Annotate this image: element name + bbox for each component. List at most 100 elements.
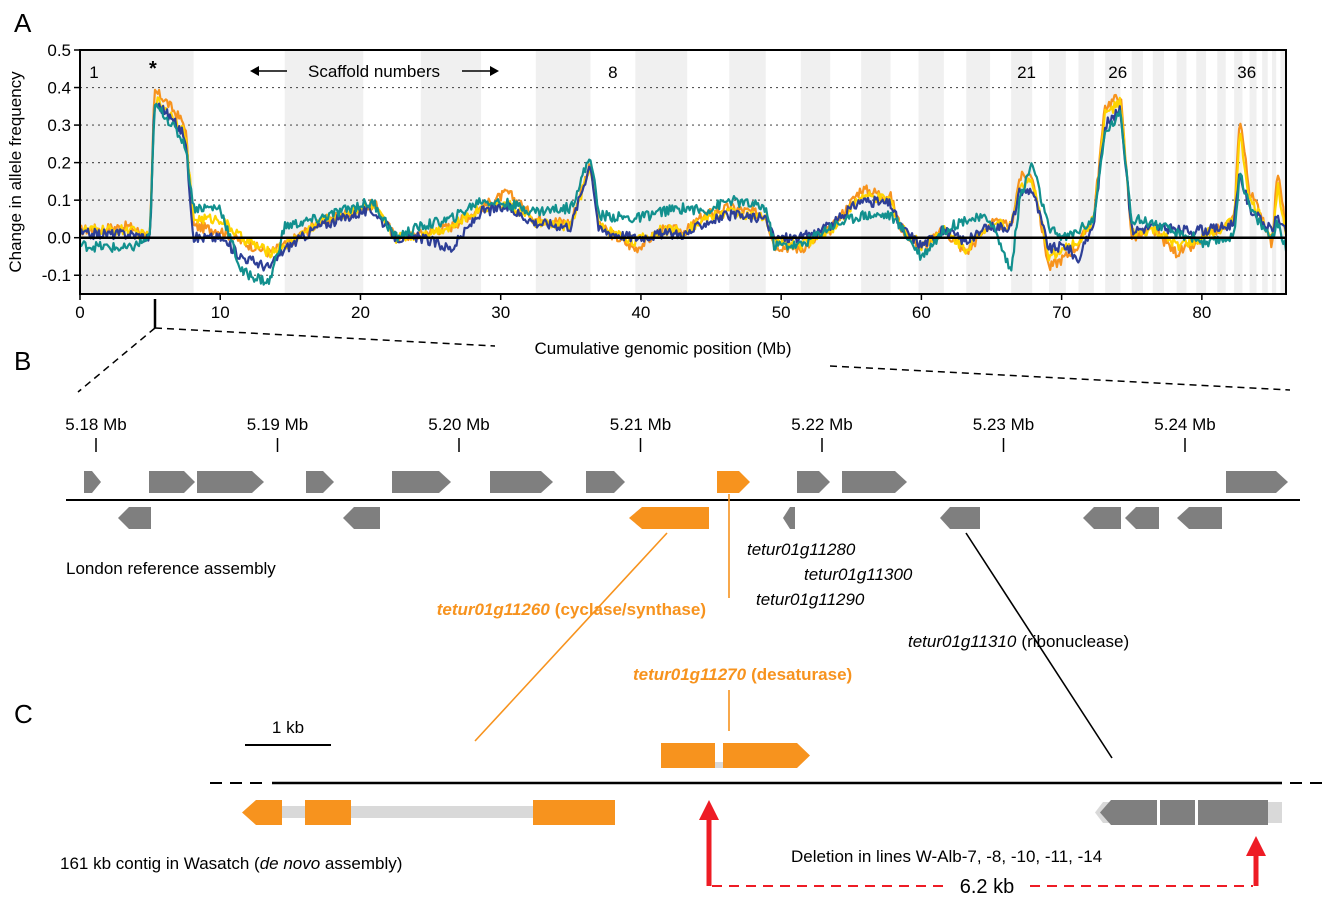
gene-arrow [797, 471, 830, 493]
y-tick-label: -0.1 [42, 266, 71, 285]
scaffold-band [1271, 50, 1277, 294]
gene-arrow [118, 507, 151, 529]
y-tick-label: 0.5 [47, 41, 71, 60]
x-tick-label: 40 [631, 303, 650, 322]
deletion-size-label: 6.2 kb [960, 876, 1014, 898]
scaffold-numbers-note: Scaffold numbers [250, 62, 499, 81]
scaffold-band [1105, 50, 1121, 294]
b-tick-label: 5.22 Mb [791, 415, 852, 434]
y-tick-label: 0.0 [47, 229, 71, 248]
gene-arrow [1177, 507, 1222, 529]
zoom-line-left [77, 327, 156, 393]
intron [714, 762, 724, 768]
scaffold-band [635, 50, 688, 294]
x-tick-label: 30 [491, 303, 510, 322]
gene-label-g11300: tetur01g11300 [804, 565, 913, 584]
exon-arrow [1100, 800, 1157, 825]
scaffold-band [284, 50, 364, 294]
x-axis-title: Cumulative genomic position (Mb) [535, 339, 792, 358]
gene-name-desaturase: tetur01g11270 [633, 665, 747, 684]
b-tick-label: 5.24 Mb [1154, 415, 1215, 434]
y-tick-label: 0.2 [47, 154, 71, 173]
reverse-genes [118, 507, 1222, 529]
scaffold-band [1196, 50, 1207, 294]
gene-label-desaturase: tetur01g11270 (desaturase) [633, 665, 852, 684]
scaffold-bands [80, 50, 1286, 294]
contig-label-part: assembly) [320, 854, 402, 873]
x-tick-label: 50 [772, 303, 791, 322]
gene-name-cyclase: tetur01g11260 [437, 600, 551, 619]
gene-arrow [940, 507, 980, 529]
gene-name-ribonuclease: tetur01g11310 [908, 632, 1017, 651]
series-line-teal [79, 102, 1288, 286]
gene-arrow-desaturase [717, 471, 750, 493]
gene-arrow [343, 507, 380, 529]
gene-label-ribonuclease: tetur01g11310 (ribonuclease) [908, 632, 1129, 651]
gene-arrow-cyclase [629, 507, 709, 529]
y-tick-label: 0.4 [47, 79, 71, 98]
scaffold-label: * [149, 58, 157, 80]
scale-bar-label: 1 kb [272, 718, 304, 737]
reference-assembly-label: London reference assembly [66, 559, 276, 578]
gene-label-g11290: tetur01g11290 [756, 590, 865, 609]
x-tick-label: 0 [75, 303, 84, 322]
contig-label-italic: de novo [260, 854, 321, 873]
exon [305, 800, 351, 825]
scaffold-band [861, 50, 891, 294]
scaffold-note-text: Scaffold numbers [308, 62, 440, 81]
scaffold-band [1049, 50, 1066, 294]
scaffold-band [966, 50, 991, 294]
gene-desc-ribonuclease: (ribonuclease) [1021, 632, 1129, 651]
exon [661, 743, 715, 768]
y-tick-label: 0.1 [47, 191, 71, 210]
cyclase-gene-model [242, 800, 615, 825]
gene-arrow [197, 471, 264, 493]
gene-desc-cyclase: (cyclase/synthase) [555, 600, 706, 619]
zoom-line-right-a [154, 327, 496, 347]
gene-arrow [783, 507, 795, 529]
contig-label-part: 161 kb contig in Wasatch ( [60, 854, 260, 873]
scaffold-label: 36 [1237, 63, 1256, 82]
scaffold-label: 26 [1108, 63, 1127, 82]
scaffold-band [1262, 50, 1268, 294]
exon [1160, 800, 1195, 825]
panel-label-b: B [14, 346, 31, 376]
y-axis: -0.1 0.0 0.1 0.2 0.3 0.4 0.5 [42, 41, 80, 285]
gene-desc-desaturase: (desaturase) [751, 665, 852, 684]
deletion-markers: 6.2 kb [699, 800, 1266, 898]
gene-label-cyclase: tetur01g11260 (cyclase/synthase) [437, 600, 706, 619]
scaffold-band [800, 50, 831, 294]
scaffold-band [80, 50, 194, 294]
panel-label-a: A [14, 8, 32, 38]
ribonuclease-gene-model [1095, 800, 1282, 825]
gene-arrow [842, 471, 907, 493]
exon [1198, 800, 1268, 825]
forward-genes [84, 471, 1288, 493]
zoom-line-right-b [829, 365, 1291, 391]
x-axis: 0 10 20 30 40 50 60 70 80 [75, 294, 1211, 322]
panel-label-c: C [14, 699, 33, 729]
gene-arrow [84, 471, 101, 493]
scaffold-band [1249, 50, 1257, 294]
deletion-end-arrowhead-icon [1246, 836, 1266, 856]
scaffold-label: 8 [608, 63, 617, 82]
scaffold-band [1152, 50, 1164, 294]
scaffold-band [918, 50, 944, 294]
x-tick-label: 10 [211, 303, 230, 322]
gene-label-g11280: tetur01g11280 [747, 540, 856, 559]
scaffold-band [1217, 50, 1226, 294]
deletion-label: Deletion in lines W-Alb-7, -8, -10, -11,… [791, 847, 1102, 866]
x-tick-label: 20 [351, 303, 370, 322]
right-arrowhead-icon [490, 66, 499, 76]
deletion-start-arrowhead-icon [699, 800, 719, 820]
scaffold-band [420, 50, 482, 294]
scaffold-label: 21 [1017, 63, 1036, 82]
connector-cyclase [474, 532, 668, 742]
left-arrowhead-icon [250, 66, 259, 76]
y-axis-title: Change in allele frequency [6, 71, 25, 273]
desaturase-gene-model [661, 743, 810, 768]
scaffold-labels: 1 * 8 21 26 36 [89, 58, 1256, 82]
b-tick-label: 5.18 Mb [65, 415, 126, 434]
scaffold-band [1131, 50, 1143, 294]
